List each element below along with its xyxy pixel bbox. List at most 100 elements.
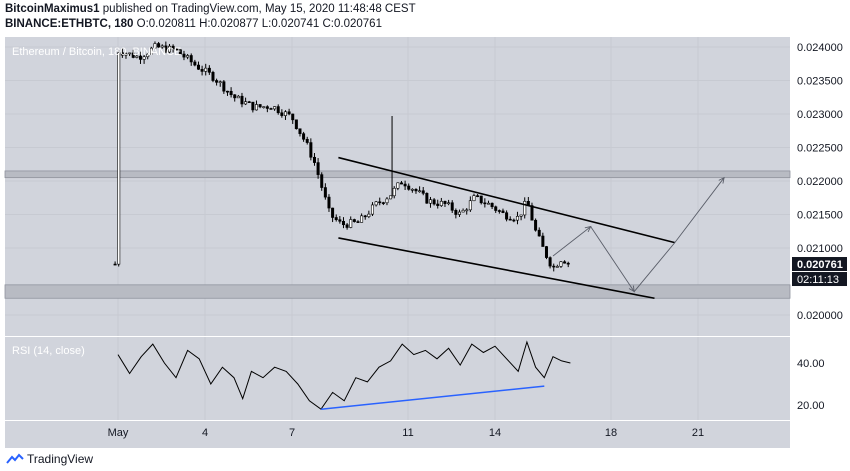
candle-body xyxy=(171,45,175,50)
candle-body xyxy=(479,195,483,204)
candle-body xyxy=(225,90,229,93)
time-axis-pane xyxy=(5,421,790,448)
candle-body xyxy=(334,217,338,221)
candle-body xyxy=(345,224,349,228)
projection-arrowhead xyxy=(628,285,635,293)
symbol-label: BINANCE:ETHBTC, 180 xyxy=(5,18,134,30)
rsi-divergence-line xyxy=(320,385,545,410)
candle-body xyxy=(370,204,374,215)
candle-body xyxy=(486,202,490,205)
candle-body xyxy=(218,81,222,84)
candle-body xyxy=(439,200,443,206)
candle-body xyxy=(338,219,342,222)
tradingview-logo-icon[interactable] xyxy=(6,453,24,465)
price-tick-label: 0.024000 xyxy=(797,42,843,54)
candle-body xyxy=(276,106,280,114)
candle-body xyxy=(222,81,226,92)
current-price-label: 0.020761 xyxy=(797,259,843,271)
candle-body xyxy=(280,112,284,116)
grid-lines xyxy=(5,37,790,420)
candle-body xyxy=(229,90,233,96)
candle-body xyxy=(461,209,465,213)
time-tick-label: May xyxy=(108,427,129,439)
published-text: published on TradingView.com, May 15, 20… xyxy=(102,3,416,15)
candle-body xyxy=(211,72,215,81)
candle-body xyxy=(283,111,287,116)
candle-body xyxy=(447,202,451,205)
candles xyxy=(113,41,570,272)
candle-body xyxy=(432,199,436,205)
candle-body xyxy=(204,67,208,72)
candle-body xyxy=(233,94,237,99)
candle-body xyxy=(341,220,345,226)
projection-arrowhead xyxy=(584,225,592,233)
chart-header: BitcoinMaximus1 published on TradingView… xyxy=(0,0,850,36)
candle-body xyxy=(131,52,135,58)
candle-body xyxy=(200,69,204,72)
projection-arrowhead xyxy=(718,176,725,184)
rsi-tick-label: 40.00 xyxy=(797,358,825,370)
candle-body xyxy=(392,187,396,197)
price-tick-label: 0.022000 xyxy=(797,176,843,188)
candle-body xyxy=(291,113,295,121)
candle-body xyxy=(421,190,425,194)
candle-body xyxy=(124,53,128,56)
candle-body xyxy=(331,207,335,218)
support-resistance-zone xyxy=(4,284,791,299)
chart-canvas[interactable]: Ethereum / Bitcoin, 180, BINANCE 0.024000… xyxy=(0,0,850,448)
candle-body xyxy=(305,138,309,143)
time-tick-label: 11 xyxy=(402,427,413,439)
price-pane-title: Ethereum / Bitcoin, 180, BINANCE xyxy=(12,46,181,58)
candle-body xyxy=(399,182,403,185)
candle-body xyxy=(113,263,117,266)
rsi-pane-title: RSI (14, close) xyxy=(12,345,85,357)
candle-body xyxy=(378,201,382,204)
candle-body xyxy=(186,55,190,58)
candle-body xyxy=(251,101,255,111)
candle-body xyxy=(128,52,132,55)
candle-body xyxy=(244,101,248,105)
candle-body xyxy=(519,214,523,217)
candle-body xyxy=(436,203,440,206)
candle-body xyxy=(135,55,139,58)
candle-body xyxy=(302,133,306,140)
candle-body xyxy=(457,211,461,215)
candle-body xyxy=(236,95,240,99)
price-tick-label: 0.023500 xyxy=(797,76,843,88)
price-tick-label: 0.022500 xyxy=(797,143,843,155)
candle-body xyxy=(508,218,512,221)
candle-body xyxy=(117,52,121,265)
rsi-line xyxy=(117,340,571,410)
candle-body xyxy=(428,199,432,204)
candle-body xyxy=(501,210,505,214)
candle-body xyxy=(120,52,124,56)
author-name[interactable]: BitcoinMaximus1 xyxy=(5,3,100,15)
candle-body xyxy=(410,188,414,191)
candle-body xyxy=(146,53,150,58)
candle-body xyxy=(265,106,269,109)
candle-body xyxy=(476,195,480,197)
candle-body xyxy=(269,108,273,110)
candle-body xyxy=(552,265,556,268)
channel-lower-line xyxy=(338,237,655,300)
candle-body xyxy=(523,201,527,216)
tradingview-brand[interactable]: TradingView xyxy=(27,452,94,466)
candle-body xyxy=(472,195,476,202)
candle-body xyxy=(381,202,385,204)
publication-line: BitcoinMaximus1 published on TradingView… xyxy=(5,3,416,15)
candle-body xyxy=(465,209,469,212)
ohlc-values: O:0.020811 H:0.020877 L:0.020741 C:0.020… xyxy=(136,18,382,30)
symbol-line: BINANCE:ETHBTC, 180 O:0.020811 H:0.02087… xyxy=(5,18,382,30)
candle-body xyxy=(414,188,418,192)
candle-body xyxy=(178,49,182,55)
candle-body xyxy=(505,212,509,220)
candle-body xyxy=(555,266,559,268)
candle-body xyxy=(559,261,563,267)
candle-body xyxy=(316,162,320,175)
candle-body xyxy=(352,219,356,222)
candle-body xyxy=(164,45,168,53)
candle-body xyxy=(142,56,146,60)
candle-body xyxy=(541,235,545,247)
support-resistance-zone xyxy=(4,170,791,179)
candle-body xyxy=(396,182,400,189)
